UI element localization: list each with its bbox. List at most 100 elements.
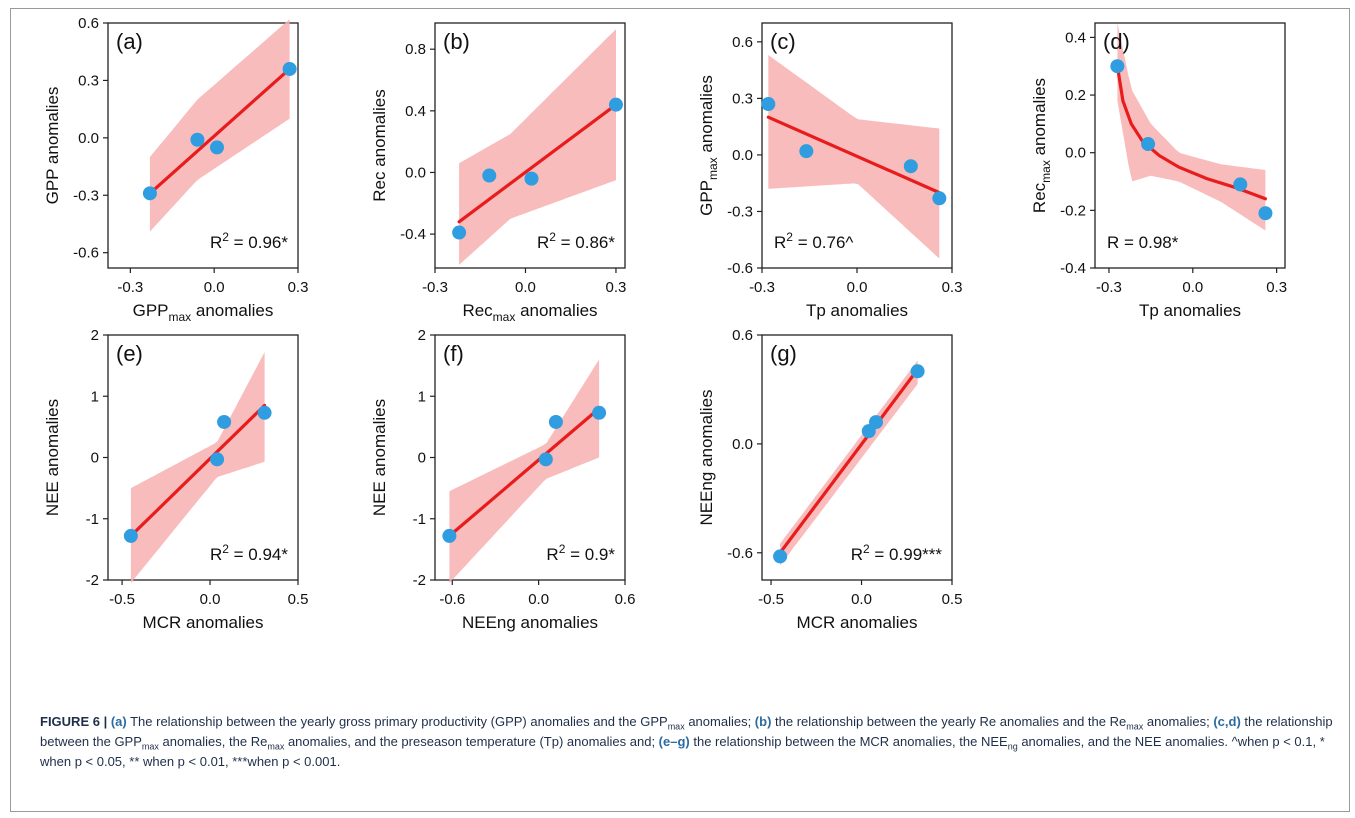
y-tick-label: -2	[413, 572, 426, 589]
caption-sub-3: max	[1126, 721, 1144, 732]
r-squared-post: = 0.96*	[229, 233, 288, 252]
caption-sub-5: max	[141, 741, 159, 752]
data-point	[592, 405, 607, 420]
data-point	[538, 452, 553, 467]
data-point	[903, 159, 918, 174]
x-tick-label: -0.3	[749, 279, 775, 296]
x-axis-label-rest: anomalies	[515, 301, 597, 320]
data-point	[608, 97, 623, 112]
data-point	[761, 97, 776, 112]
figure-charts: -0.3 0.0 0.30.60.30.0-0.3-0.6(a)R2 = 0.96*…	[43, 15, 1287, 632]
panel-d: -0.3 0.0 0.3 0.4 0.2 0.0 -0.2 -0.4 (d) R = 0.98* T…	[1030, 22, 1287, 320]
y-tick-label: -0.4	[1060, 260, 1086, 277]
data-point	[482, 168, 497, 183]
caption-text-3: the relationship between the yearly Re a…	[771, 714, 1127, 729]
caption-text-1: The relationship between the yearly gros…	[126, 714, 668, 729]
y-tick-label: 0.3	[732, 90, 753, 107]
data-point	[257, 405, 272, 420]
y-axis-label: GPPmax anomalies	[697, 75, 720, 216]
panel-label: (d)	[1103, 29, 1130, 54]
x-axis-label: NEEng anomalies	[462, 613, 598, 632]
y-axis-label-main: GPP anomalies	[43, 87, 62, 205]
x-tick-label: -0.3	[422, 279, 448, 296]
y-tick-label: -0.3	[727, 203, 753, 220]
r-squared-pre: R	[210, 233, 222, 252]
x-axis-label: MCR anomalies	[143, 613, 264, 632]
y-tick-label: 0.4	[405, 103, 426, 120]
x-tick-label: 0.3	[288, 279, 309, 296]
data-point	[282, 61, 297, 76]
x-axis-label-sub: max	[493, 310, 516, 324]
caption-text-4: anomalies;	[1143, 714, 1214, 729]
r-squared-pre: R	[546, 545, 558, 564]
y-tick-label: 0.2	[1065, 87, 1086, 104]
y-tick-label: 0.6	[732, 327, 753, 344]
y-tick-label: 1	[91, 388, 99, 405]
caption-label-eg: (e–g)	[658, 734, 690, 749]
data-point	[869, 415, 883, 430]
caption-text-6: anomalies, the Re	[158, 734, 268, 749]
y-tick-label: 0.8	[405, 41, 426, 58]
x-axis-label: MCR anomalies	[797, 613, 918, 632]
r-squared-sup: 2	[559, 542, 566, 556]
panel-label: (f)	[443, 341, 464, 366]
data-point	[773, 549, 788, 564]
panel-a: -0.3 0.0 0.3 0.6 0.3 0.0 -0.3 -0.6 (a) R2 = 0.96*…	[43, 15, 308, 324]
r-squared-label: R2 = 0.76^	[774, 230, 853, 252]
r-squared-pre: R = 0.98*	[1107, 233, 1179, 252]
x-tick-label: 0.0	[1182, 279, 1203, 296]
plot-area	[434, 22, 626, 269]
y-axis-label-main: NEE anomalies	[370, 399, 389, 516]
x-axis-label-main: Tp anomalies	[806, 301, 908, 320]
x-tick-label: 0.3	[1266, 279, 1287, 296]
r-squared-post: = 0.99***	[870, 545, 943, 564]
confidence-band	[130, 352, 265, 584]
caption-text-7: anomalies, and the preseason temperature…	[284, 734, 659, 749]
y-axis-label-sub: max	[706, 157, 720, 180]
data-point	[910, 364, 925, 379]
x-axis-label-main: MCR anomalies	[797, 613, 918, 632]
y-axis-label-rest: anomalies	[1030, 78, 1049, 160]
x-axis-label: GPPmax anomalies	[133, 301, 274, 324]
x-axis-label-main: NEEng anomalies	[462, 613, 598, 632]
x-tick-label: 0.3	[942, 279, 963, 296]
data-point	[1258, 206, 1273, 221]
y-axis-label: NEEng anomalies	[697, 389, 716, 525]
fit-line	[778, 367, 920, 555]
data-point	[142, 186, 157, 201]
caption-sub-1: max	[667, 721, 685, 732]
r-squared-label: R2 = 0.94*	[210, 542, 288, 564]
caption-text-5: the relationship between the GPP	[40, 714, 1333, 749]
r-squared-sup: 2	[863, 542, 870, 556]
x-axis-label-rest: anomalies	[191, 301, 273, 320]
r-squared-post: = 0.86*	[556, 233, 615, 252]
y-tick-label: 1	[418, 388, 426, 405]
y-tick-label: 0.0	[1065, 145, 1086, 162]
caption-text-9: anomalies, and the NEE anomalies. ^when …	[40, 734, 1325, 769]
fit-line	[129, 403, 267, 538]
data-point	[123, 528, 138, 543]
x-tick-label: -0.5	[109, 591, 135, 608]
data-point	[799, 144, 814, 159]
panel-label: (a)	[116, 29, 143, 54]
fit-line	[766, 115, 941, 195]
x-axis-label: Tp anomalies	[1139, 301, 1241, 320]
confidence-band	[1117, 23, 1266, 231]
x-tick-label: 0.5	[942, 591, 963, 608]
x-tick-label: -0.3	[117, 279, 143, 296]
y-tick-label: 0.0	[732, 436, 753, 453]
r-squared-label: R2 = 0.96*	[210, 230, 288, 252]
y-axis-label-main: NEE anomalies	[43, 399, 62, 516]
data-point	[209, 140, 224, 155]
y-axis-label-main: Rec	[1030, 182, 1049, 213]
data-point	[217, 414, 232, 429]
data-point	[1141, 137, 1156, 152]
panel-label: (e)	[116, 341, 143, 366]
panel-label: (g)	[770, 341, 797, 366]
x-tick-label: 0.0	[200, 591, 221, 608]
fit-line	[148, 67, 292, 195]
r-squared-post: = 0.94*	[229, 545, 288, 564]
y-tick-label: 0	[91, 450, 99, 467]
r-squared-label: R2 = 0.86*	[537, 230, 615, 252]
